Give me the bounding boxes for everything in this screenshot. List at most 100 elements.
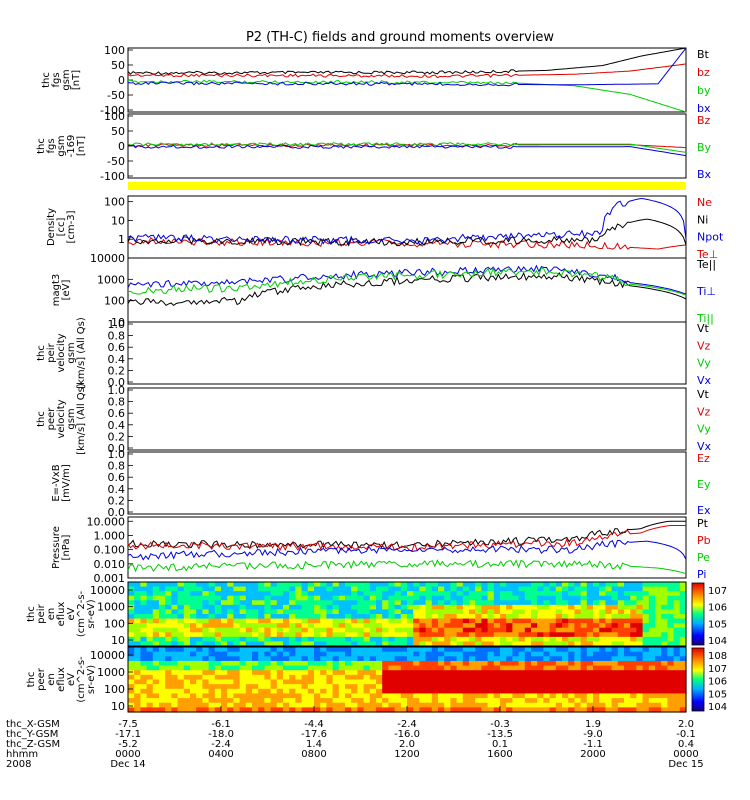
heatmap-cell bbox=[512, 702, 520, 708]
heatmap-cell bbox=[537, 604, 544, 611]
heatmap-cell bbox=[469, 707, 476, 713]
heatmap-cell bbox=[537, 679, 544, 685]
y-axis-label: eV bbox=[66, 607, 77, 620]
legend-Ey: Ey bbox=[697, 478, 711, 491]
heatmap-cell bbox=[574, 627, 582, 633]
heatmap-cell bbox=[363, 618, 371, 624]
heatmap-cell bbox=[190, 707, 197, 713]
heatmap-cell bbox=[183, 698, 191, 704]
colorbar-tick-label: 106 bbox=[708, 677, 727, 688]
heatmap-cell bbox=[506, 670, 513, 676]
heatmap-cell bbox=[593, 660, 600, 667]
heatmap-cell bbox=[580, 586, 588, 592]
heatmap-cell bbox=[159, 684, 166, 690]
heatmap-cell bbox=[425, 651, 433, 657]
heatmap-cell bbox=[196, 651, 203, 657]
heatmap-cell bbox=[487, 707, 495, 713]
heatmap-cell bbox=[345, 582, 352, 588]
heatmap-cell bbox=[431, 656, 439, 662]
heatmap-cell bbox=[394, 582, 402, 588]
heatmap-cell bbox=[245, 693, 253, 699]
heatmap-cell bbox=[332, 591, 340, 597]
heatmap-cell bbox=[673, 614, 681, 620]
heatmap-cell bbox=[648, 618, 656, 624]
heatmap-cell bbox=[661, 582, 668, 588]
heatmap-cell bbox=[574, 623, 582, 629]
heatmap-cell bbox=[369, 688, 377, 695]
heatmap-cell bbox=[493, 674, 501, 681]
heatmap-cell bbox=[481, 651, 489, 657]
heatmap-cell bbox=[648, 582, 656, 588]
heatmap-cell bbox=[239, 595, 247, 601]
heatmap-cell bbox=[568, 614, 575, 620]
heatmap-cell bbox=[599, 679, 606, 685]
heatmap-cell bbox=[140, 707, 148, 713]
heatmap-cell bbox=[314, 618, 321, 624]
heatmap-cell bbox=[394, 618, 402, 624]
heatmap-cell bbox=[264, 618, 272, 624]
heatmap-cell bbox=[165, 647, 172, 653]
heatmap-cell bbox=[332, 604, 340, 611]
heatmap-cell bbox=[214, 627, 222, 633]
heatmap-cell bbox=[357, 641, 365, 647]
heatmap-cell bbox=[407, 665, 414, 671]
heatmap-cell bbox=[227, 636, 234, 643]
heatmap-cell bbox=[258, 600, 265, 606]
heatmap-cell bbox=[326, 698, 334, 704]
heatmap-cell bbox=[543, 702, 551, 708]
heatmap-cell bbox=[531, 632, 538, 638]
heatmap-cell bbox=[655, 679, 662, 685]
heatmap-cell bbox=[394, 632, 402, 638]
heatmap-cell bbox=[332, 636, 340, 643]
heatmap-cell bbox=[475, 582, 482, 588]
x-tick-label: 2.0 bbox=[678, 719, 694, 730]
heatmap-cell bbox=[369, 641, 377, 647]
heatmap-cell bbox=[512, 614, 520, 620]
heatmap-cell bbox=[376, 702, 383, 708]
heatmap-cell bbox=[357, 670, 365, 676]
heatmap-cell bbox=[270, 586, 278, 592]
heatmap-cell bbox=[345, 688, 352, 695]
heatmap-cell bbox=[617, 618, 625, 624]
heatmap-cell bbox=[506, 665, 513, 671]
heatmap-cell bbox=[413, 641, 420, 647]
heatmap-cell bbox=[307, 702, 315, 708]
heatmap-cell bbox=[636, 707, 644, 713]
heatmap-cell bbox=[252, 604, 259, 611]
heatmap-cell bbox=[462, 702, 470, 708]
heatmap-cell bbox=[171, 609, 179, 615]
heatmap-cell bbox=[276, 674, 284, 681]
heatmap-cell bbox=[469, 595, 476, 601]
heatmap-cell bbox=[512, 674, 520, 681]
heatmap-cell bbox=[562, 660, 569, 667]
heatmap-cell bbox=[605, 647, 613, 653]
heatmap-cell bbox=[407, 651, 414, 657]
heatmap-cell bbox=[177, 679, 185, 685]
heatmap-cell bbox=[642, 693, 650, 699]
heatmap-cell bbox=[295, 636, 303, 643]
heatmap-cell bbox=[667, 600, 675, 606]
heatmap-cell bbox=[555, 627, 563, 633]
heatmap-cell bbox=[332, 670, 340, 676]
legend-Vz: Vz bbox=[697, 339, 711, 352]
heatmap-cell bbox=[183, 582, 191, 588]
heatmap-cell bbox=[543, 582, 551, 588]
heatmap-cell bbox=[221, 698, 228, 704]
heatmap-cell bbox=[431, 660, 439, 667]
heatmap-cell bbox=[537, 595, 544, 601]
heatmap-cell bbox=[580, 632, 588, 638]
x-tick-label: -18.0 bbox=[208, 729, 234, 740]
heatmap-cell bbox=[469, 586, 476, 592]
heatmap-cell bbox=[140, 684, 148, 690]
heatmap-cell bbox=[227, 595, 234, 601]
heatmap-cell bbox=[245, 656, 253, 662]
heatmap-cell bbox=[233, 618, 241, 624]
heatmap-cell bbox=[462, 660, 470, 667]
heatmap-cell bbox=[593, 698, 600, 704]
heatmap-cell bbox=[146, 693, 154, 699]
heatmap-cell bbox=[208, 693, 216, 699]
heatmap-cell bbox=[562, 600, 569, 606]
heatmap-cell bbox=[562, 665, 569, 671]
